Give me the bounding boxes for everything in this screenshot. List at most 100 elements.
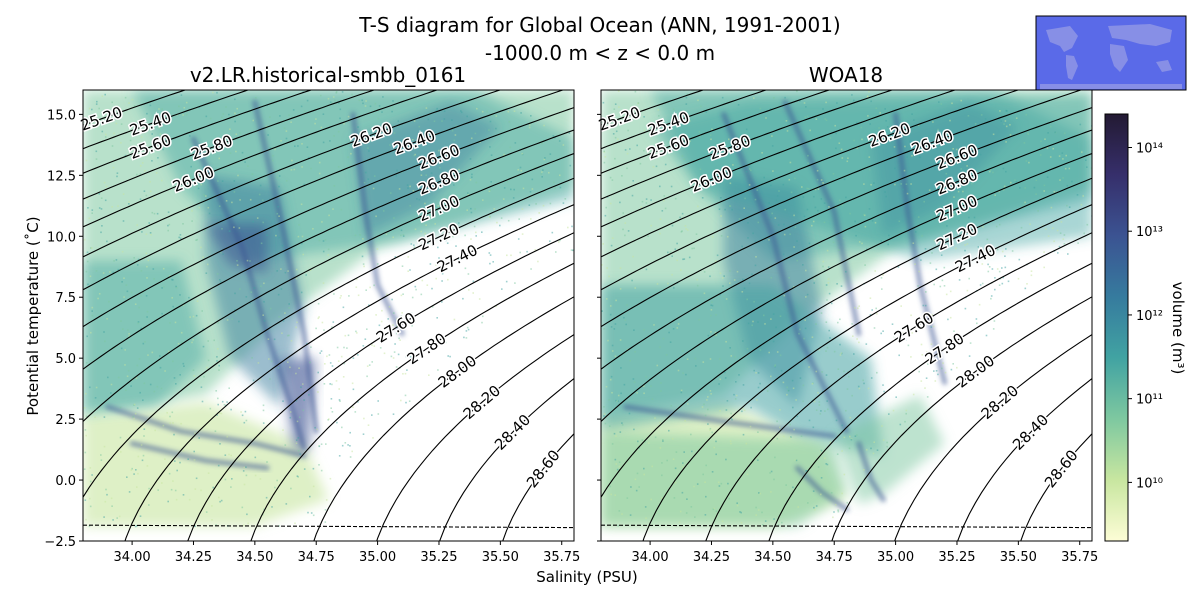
right-panel-title: WOA18 <box>809 63 883 87</box>
isopycnal-line <box>601 129 1092 370</box>
isopycnal-line <box>957 378 1092 541</box>
density-blob <box>83 402 329 527</box>
x-tick-label: 35.50 <box>482 550 519 565</box>
colorbar-tick-label: 10¹⁰ <box>1136 476 1163 491</box>
figure-subtitle: -1000.0 m < z < 0.0 m <box>485 41 715 65</box>
x-tick-label: 35.25 <box>420 550 457 565</box>
isopycnal-line <box>83 90 313 174</box>
isopycnal-line <box>642 204 1092 541</box>
isopycnal-line <box>601 90 1020 258</box>
colorbar: 10¹⁰ 10¹¹ 10¹² 10¹³ 10¹⁴ volume (m³) <box>1104 113 1187 542</box>
x-tick-label: 34.75 <box>816 550 853 565</box>
density-ridge <box>252 99 319 434</box>
density-blob <box>83 260 206 412</box>
x-tick-label: 35.25 <box>938 550 975 565</box>
isopycnal-line <box>502 433 574 541</box>
x-tick-label: 34.00 <box>113 550 150 565</box>
isopycnal-line <box>83 90 250 150</box>
density-ridge <box>794 465 849 512</box>
axes-frame <box>82 89 575 542</box>
density-ridge <box>105 404 307 459</box>
isopycnal-line <box>187 232 574 541</box>
x-tick-label: 34.00 <box>631 550 668 565</box>
colorbar-tick-label: 10¹² <box>1136 309 1163 324</box>
density-ridge <box>856 441 886 503</box>
x-tick-label: 34.25 <box>693 550 730 565</box>
isopycnal-line <box>601 90 1083 291</box>
isopycnal-line <box>439 378 574 541</box>
isopycnal-line <box>601 90 831 174</box>
x-tick-label: 34.75 <box>298 550 335 565</box>
density-ridge <box>623 404 837 439</box>
y-tick-label: 15.0 <box>47 108 76 123</box>
density-ridge <box>129 441 270 471</box>
isopycnal-line <box>83 177 574 498</box>
y-tick-label: 12.5 <box>47 169 76 184</box>
density-speckle <box>83 91 574 528</box>
isopycnal-line <box>601 90 957 228</box>
left-panel-title: v2.LR.historical-smbb_0161 <box>190 63 466 87</box>
world-map-inset <box>1035 15 1187 91</box>
isopycnal-line <box>83 90 376 200</box>
x-tick-label: 35.75 <box>543 550 580 565</box>
density-blob <box>601 431 847 527</box>
isopycnal-line <box>83 152 574 422</box>
isopycnal-line <box>313 296 574 541</box>
density-field <box>83 90 574 528</box>
isopycnal-line <box>83 90 187 126</box>
isopycnal-line <box>83 107 574 328</box>
y-tick-label: 7.5 <box>55 291 76 306</box>
y-axis-label: Potential temperature (˚C) <box>24 216 42 415</box>
density-speckle <box>601 90 1092 527</box>
density-ridge <box>721 111 849 434</box>
isopycnal-line <box>83 90 439 228</box>
density-ridge <box>191 136 307 451</box>
x-tick-label: 35.00 <box>877 550 914 565</box>
isopycnal-line <box>601 177 1092 498</box>
x-tick-label: 34.50 <box>236 550 273 565</box>
x-tick-label: 35.50 <box>1000 550 1037 565</box>
colorbar-tick-label: 10¹¹ <box>1136 393 1163 408</box>
isopycnal-line <box>768 262 1092 541</box>
y-tick-label: 5.0 <box>55 352 76 367</box>
y-tick-label: 2.5 <box>55 413 76 428</box>
isopycnal-line <box>601 152 1092 422</box>
isopycnal-line <box>601 107 1092 328</box>
colorbar-tick-label: 10¹³ <box>1136 225 1163 240</box>
isopycnal-line <box>601 90 768 150</box>
isopycnal-line <box>83 90 565 291</box>
isopycnal-line <box>124 204 574 541</box>
colorbar-bar <box>1104 113 1129 542</box>
freezing-line <box>82 524 575 529</box>
isopycnal-line <box>601 90 705 126</box>
colorbar-label: volume (m³) <box>1169 282 1187 375</box>
isopycnal-line <box>1020 433 1092 541</box>
isopycnal-line <box>831 296 1092 541</box>
x-tick-label: 35.75 <box>1061 550 1098 565</box>
isopycnal-line <box>250 262 574 541</box>
y-tick-label: −2.5 <box>44 535 76 550</box>
figure-title: T-S diagram for Global Ocean (ANN, 1991-… <box>358 13 840 37</box>
isopycnal-line <box>705 232 1092 541</box>
isopycnal-line <box>894 334 1092 541</box>
density-ridge <box>782 99 862 337</box>
isopycnal-line <box>83 90 502 258</box>
x-tick-label: 34.50 <box>754 550 791 565</box>
isopycnal-line <box>83 129 574 370</box>
x-axis-label: Salinity (PSU) <box>536 568 638 586</box>
axes-frame <box>600 89 1093 542</box>
y-tick-label: 0.0 <box>55 474 76 489</box>
freezing-line <box>600 524 1093 529</box>
isopycnal-line <box>376 334 574 541</box>
isopycnal-line <box>601 90 894 200</box>
colorbar-tick-label: 10¹⁴ <box>1136 141 1163 156</box>
density-ridge <box>893 111 948 385</box>
x-tick-label: 35.00 <box>359 550 396 565</box>
x-tick-label: 34.25 <box>175 550 212 565</box>
density-blob <box>834 394 945 505</box>
density-blob <box>279 358 317 451</box>
y-tick-label: 10.0 <box>47 230 76 245</box>
